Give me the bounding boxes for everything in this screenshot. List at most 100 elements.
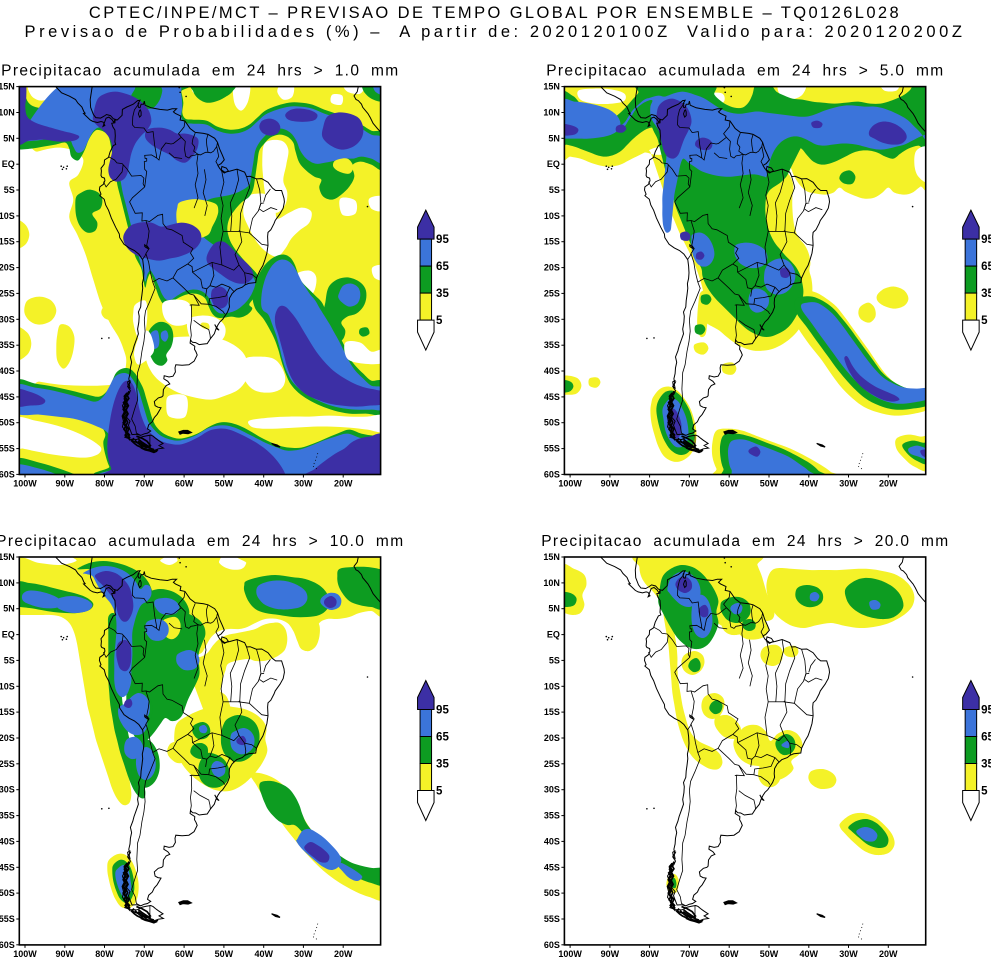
svg-text:15N: 15N — [0, 552, 15, 562]
svg-text:EQ: EQ — [2, 159, 15, 169]
svg-text:40W: 40W — [254, 949, 273, 957]
svg-text:80W: 80W — [95, 479, 114, 489]
svg-text:5S: 5S — [549, 655, 560, 665]
svg-text:60S: 60S — [544, 469, 560, 479]
svg-text:20W: 20W — [334, 479, 353, 489]
svg-text:50S: 50S — [544, 418, 560, 428]
svg-text:35: 35 — [436, 288, 449, 300]
svg-text:50W: 50W — [215, 949, 234, 957]
svg-text:CPTEC/INPE/MCT – PREVISAO DE T: CPTEC/INPE/MCT – PREVISAO DE TEMPO GLOBA… — [89, 4, 901, 22]
svg-text:5: 5 — [981, 315, 988, 327]
svg-text:5: 5 — [436, 786, 443, 798]
svg-text:80W: 80W — [95, 949, 114, 957]
svg-text:35S: 35S — [544, 811, 560, 821]
svg-text:60S: 60S — [0, 469, 15, 479]
svg-text:25S: 25S — [0, 759, 15, 769]
svg-text:20S: 20S — [544, 733, 560, 743]
svg-text:35S: 35S — [0, 340, 15, 350]
svg-text:95: 95 — [981, 234, 991, 246]
svg-text:45S: 45S — [544, 392, 560, 402]
svg-text:65: 65 — [436, 732, 449, 744]
svg-text:50S: 50S — [0, 418, 15, 428]
svg-text:15N: 15N — [543, 82, 560, 92]
svg-text:15N: 15N — [543, 552, 560, 562]
svg-text:50S: 50S — [0, 888, 15, 898]
svg-text:30S: 30S — [544, 314, 560, 324]
svg-text:20W: 20W — [879, 949, 898, 957]
svg-text:55S: 55S — [0, 444, 15, 454]
svg-text:40S: 40S — [544, 836, 560, 846]
svg-text:40S: 40S — [0, 366, 15, 376]
svg-text:100W: 100W — [13, 479, 37, 489]
svg-text:25S: 25S — [544, 759, 560, 769]
svg-text:20S: 20S — [0, 263, 15, 273]
svg-text:10N: 10N — [543, 108, 560, 118]
svg-text:20S: 20S — [544, 263, 560, 273]
svg-text:65: 65 — [981, 261, 991, 273]
svg-text:90W: 90W — [601, 949, 620, 957]
svg-text:100W: 100W — [558, 479, 582, 489]
svg-text:80W: 80W — [640, 949, 659, 957]
svg-text:60W: 60W — [720, 949, 739, 957]
svg-text:40S: 40S — [0, 836, 15, 846]
svg-text:5: 5 — [981, 786, 988, 798]
svg-text:60S: 60S — [544, 940, 560, 950]
svg-text:5N: 5N — [3, 604, 15, 614]
svg-text:30W: 30W — [294, 949, 313, 957]
svg-text:Precipitacao acumulada em 24 h: Precipitacao acumulada em 24 hrs > 5.0 m… — [546, 63, 944, 80]
svg-text:30W: 30W — [839, 949, 858, 957]
svg-text:20S: 20S — [0, 733, 15, 743]
svg-text:80W: 80W — [640, 479, 659, 489]
svg-text:25S: 25S — [0, 288, 15, 298]
svg-text:20W: 20W — [334, 949, 353, 957]
svg-text:15S: 15S — [544, 707, 560, 717]
svg-text:65: 65 — [981, 732, 991, 744]
svg-text:5S: 5S — [549, 185, 560, 195]
svg-text:5N: 5N — [548, 133, 560, 143]
svg-text:30S: 30S — [0, 785, 15, 795]
svg-text:55S: 55S — [544, 444, 560, 454]
svg-text:95: 95 — [981, 705, 991, 717]
svg-text:10N: 10N — [0, 578, 15, 588]
svg-text:40W: 40W — [800, 479, 819, 489]
svg-text:10S: 10S — [544, 681, 560, 691]
svg-text:5S: 5S — [4, 655, 15, 665]
svg-text:35: 35 — [981, 759, 991, 771]
svg-text:90W: 90W — [601, 479, 620, 489]
svg-text:100W: 100W — [558, 949, 582, 957]
svg-text:60W: 60W — [720, 479, 739, 489]
svg-text:50W: 50W — [215, 479, 234, 489]
svg-text:30W: 30W — [294, 479, 313, 489]
svg-text:40W: 40W — [800, 949, 819, 957]
svg-text:70W: 70W — [680, 479, 699, 489]
svg-text:10S: 10S — [0, 211, 15, 221]
svg-text:40S: 40S — [544, 366, 560, 376]
svg-text:Previsao de Probabilidades (%): Previsao de Probabilidades (%) – A parti… — [25, 23, 966, 41]
svg-text:10S: 10S — [0, 681, 15, 691]
svg-text:15S: 15S — [0, 237, 15, 247]
svg-text:40W: 40W — [254, 479, 273, 489]
svg-text:45S: 45S — [544, 862, 560, 872]
svg-text:45S: 45S — [0, 862, 15, 872]
svg-text:50W: 50W — [760, 949, 779, 957]
svg-text:55S: 55S — [544, 914, 560, 924]
svg-text:15S: 15S — [0, 707, 15, 717]
svg-text:30S: 30S — [0, 314, 15, 324]
svg-text:EQ: EQ — [2, 630, 15, 640]
svg-text:10N: 10N — [543, 578, 560, 588]
svg-text:30W: 30W — [839, 479, 858, 489]
svg-text:65: 65 — [436, 261, 449, 273]
svg-text:5N: 5N — [548, 604, 560, 614]
svg-text:5: 5 — [436, 315, 443, 327]
svg-text:EQ: EQ — [547, 630, 560, 640]
svg-text:Precipitacao acumulada em 24 h: Precipitacao acumulada em 24 hrs > 20.0 … — [541, 533, 949, 550]
svg-text:60S: 60S — [0, 940, 15, 950]
svg-text:55S: 55S — [0, 914, 15, 924]
svg-text:35S: 35S — [544, 340, 560, 350]
svg-text:60W: 60W — [175, 479, 194, 489]
svg-text:60W: 60W — [175, 949, 194, 957]
svg-text:EQ: EQ — [547, 159, 560, 169]
svg-text:30S: 30S — [544, 785, 560, 795]
svg-text:50W: 50W — [760, 479, 779, 489]
svg-text:5N: 5N — [3, 133, 15, 143]
